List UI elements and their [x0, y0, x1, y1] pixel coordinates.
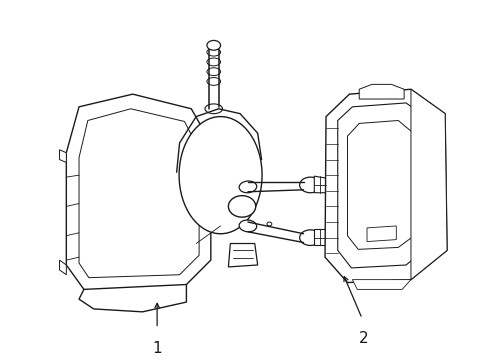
Polygon shape	[347, 121, 416, 249]
Polygon shape	[66, 94, 210, 289]
Polygon shape	[352, 280, 410, 289]
Polygon shape	[359, 84, 403, 99]
Ellipse shape	[204, 104, 222, 114]
Ellipse shape	[239, 181, 256, 193]
Text: 2: 2	[359, 331, 368, 346]
Ellipse shape	[206, 77, 220, 85]
Ellipse shape	[206, 48, 220, 56]
Ellipse shape	[266, 222, 271, 226]
Polygon shape	[79, 109, 199, 278]
Polygon shape	[314, 229, 325, 246]
Polygon shape	[325, 89, 446, 283]
Polygon shape	[337, 103, 431, 268]
Ellipse shape	[299, 177, 321, 193]
Polygon shape	[366, 226, 395, 242]
Ellipse shape	[299, 230, 321, 246]
Ellipse shape	[206, 58, 220, 66]
Ellipse shape	[206, 40, 220, 50]
Polygon shape	[410, 89, 446, 280]
Ellipse shape	[228, 196, 255, 217]
Ellipse shape	[179, 117, 262, 234]
Polygon shape	[60, 150, 66, 162]
Polygon shape	[60, 260, 66, 275]
Ellipse shape	[239, 220, 256, 232]
Polygon shape	[228, 243, 257, 267]
Polygon shape	[314, 176, 325, 193]
Ellipse shape	[206, 68, 220, 76]
Text: 1: 1	[152, 341, 162, 356]
